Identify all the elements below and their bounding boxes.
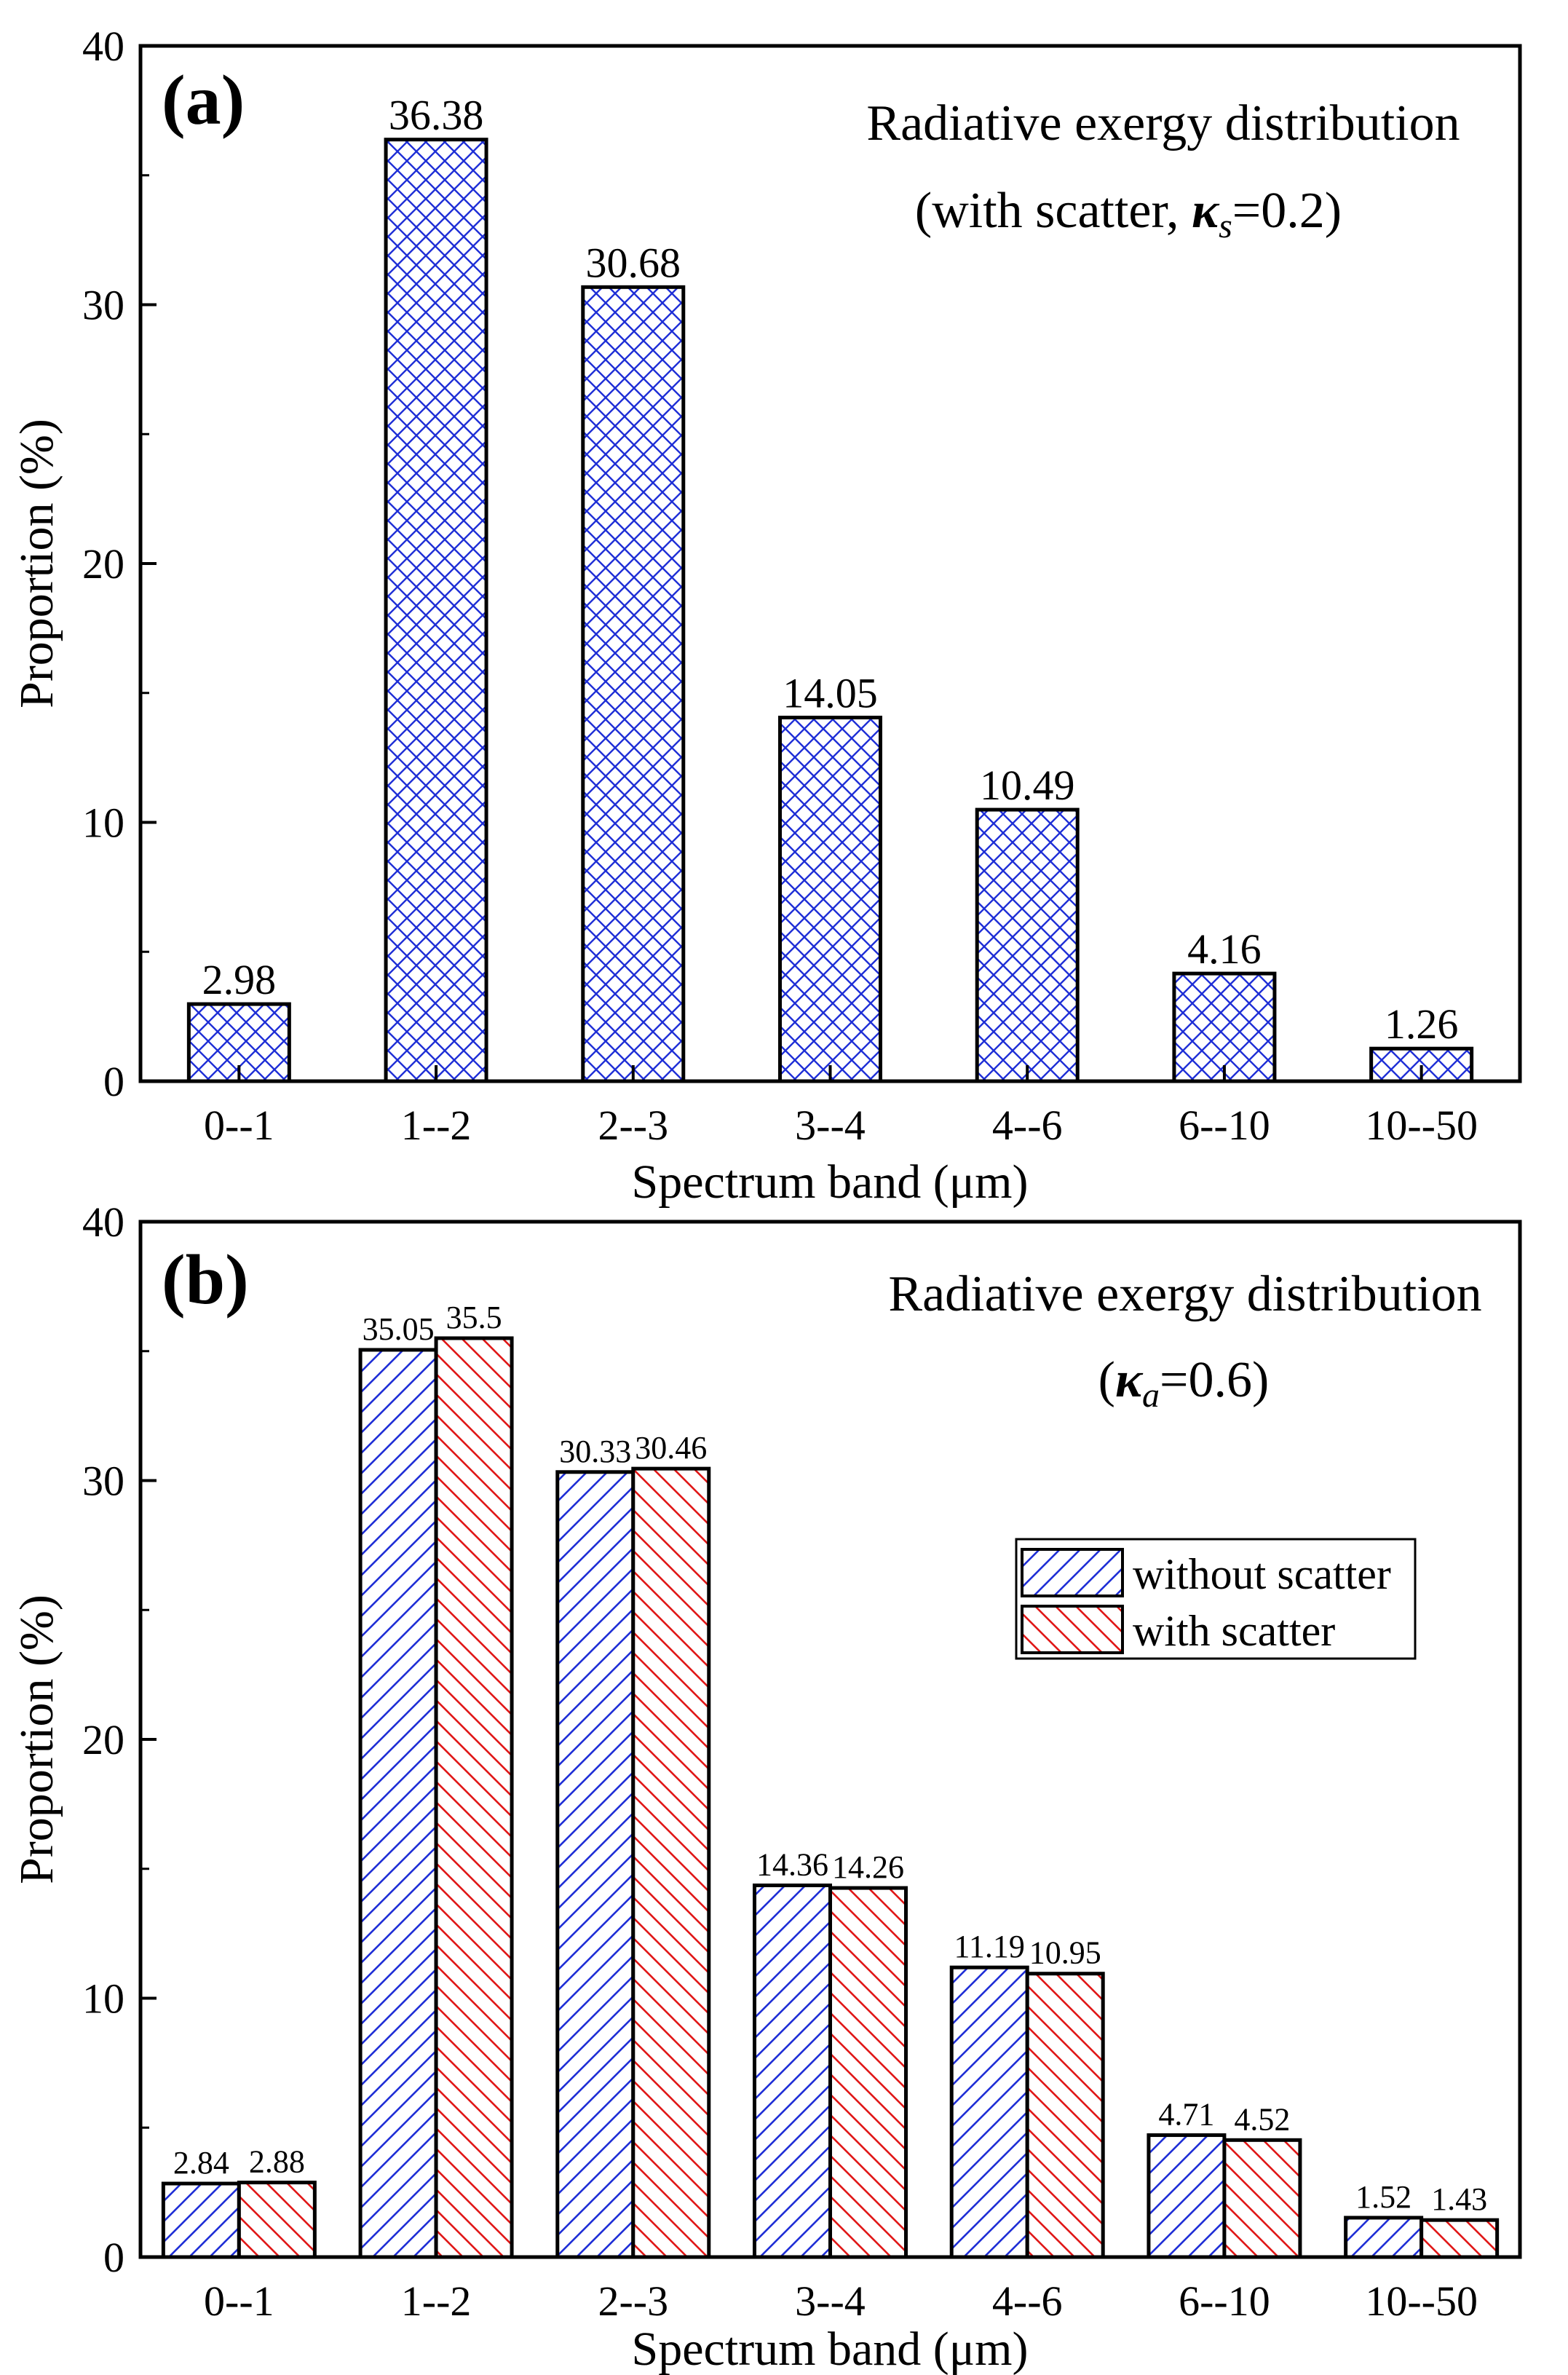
x-axis-ticks: 0--1 1--2 2--3 3--4 4--6 6--10 10--50 [204, 2241, 1478, 2325]
y-tick-label: 30 [82, 1458, 124, 1505]
x-tick-label: 4--6 [992, 1102, 1063, 1149]
bar-value-label: 30.46 [635, 1430, 707, 1466]
x-tick-label: 1--2 [401, 1102, 472, 1149]
bar [1172, 971, 1277, 1083]
y-axis-ticks: 0 10 20 30 40 [82, 23, 157, 1105]
chart-title-line1: Radiative exergy distribution [866, 95, 1460, 151]
bar-value-label: 30.33 [559, 1434, 631, 1469]
bar [161, 2181, 241, 2259]
y-axis-label: Proportion (%) [10, 1594, 63, 1884]
x-tick-label: 6--10 [1179, 2277, 1270, 2325]
legend-label-with-scatter: with scatter [1133, 1607, 1335, 1655]
bar-value-label: 4.16 [1187, 925, 1262, 973]
bar-value-label: 2.84 [173, 2145, 229, 2181]
bar-value-label: 30.68 [586, 239, 681, 286]
y-tick-label: 20 [82, 540, 124, 588]
x-tick-label: 0--1 [204, 2277, 274, 2325]
bar-value-label: 36.38 [389, 92, 484, 139]
bar [1222, 2138, 1302, 2259]
bar [1147, 2133, 1227, 2259]
panel-label: (a) [162, 61, 245, 140]
bar-value-label: 10.49 [980, 762, 1075, 809]
bar [555, 1470, 635, 2259]
y-axis-label: Proportion (%) [10, 419, 63, 708]
panel-label: (b) [162, 1241, 249, 1319]
x-tick-label: 6--10 [1179, 1102, 1270, 1149]
bar-value-label: 35.5 [446, 1300, 502, 1335]
x-axis-label: Spectrum band (μm) [632, 2323, 1029, 2375]
x-tick-label: 10--50 [1365, 2277, 1478, 2325]
bar [384, 138, 488, 1083]
x-tick-label: 10--50 [1365, 1102, 1478, 1149]
legend: without scatter with scatter [1015, 1538, 1417, 1660]
x-tick-label: 1--2 [401, 2277, 472, 2325]
bar [1419, 2218, 1500, 2259]
bar-value-label: 1.52 [1355, 2179, 1411, 2215]
bar [778, 716, 882, 1083]
y-tick-label: 40 [82, 23, 124, 70]
bar-value-label: 2.98 [202, 956, 277, 1003]
bar-value-label: 14.36 [756, 1847, 828, 1883]
bar-value-label: 4.71 [1158, 2097, 1214, 2133]
bar-value-label: 10.95 [1029, 1935, 1101, 1971]
chart-title-line1: Radiative exergy distribution [888, 1266, 1481, 1322]
bar-group [186, 138, 1474, 1083]
bar [581, 285, 686, 1083]
bar-value-label: 4.52 [1234, 2101, 1290, 2137]
bar-label-group: 2.84 2.88 35.05 35.5 30.33 30.46 14.36 14.26 11.… [173, 1300, 1487, 2217]
x-tick-label: 4--6 [992, 2277, 1063, 2325]
bar [1025, 1972, 1105, 2259]
y-tick-label: 20 [82, 1716, 124, 1763]
bar [631, 1466, 711, 2259]
x-tick-label: 0--1 [204, 1102, 274, 1149]
chart-panel-b: 2.84 2.88 35.05 35.5 30.33 30.46 14.36 14.26 11.… [10, 1198, 1522, 2375]
y-axis-ticks: 0 10 20 30 40 [82, 1198, 157, 2281]
x-tick-label: 2--3 [598, 2277, 668, 2325]
x-tick-label: 3--4 [795, 1102, 866, 1149]
chart-panel-a: 2.98 36.38 30.68 14.05 10.49 4.16 1.26 0 10 20 30… [10, 23, 1522, 1209]
bar-value-label: 35.05 [363, 1311, 435, 1347]
bar [237, 2181, 317, 2259]
y-tick-label: 0 [103, 2234, 124, 2281]
bar [949, 1965, 1029, 2259]
bar-value-label: 1.43 [1431, 2181, 1487, 2217]
bar-group [161, 1336, 1500, 2259]
bar [828, 1886, 908, 2259]
bar-label-group: 2.98 36.38 30.68 14.05 10.49 4.16 1.26 [202, 92, 1459, 1048]
y-tick-label: 40 [82, 1198, 124, 1246]
legend-swatch-with-scatter [1021, 1605, 1124, 1654]
chart-title-line2: (with scatter, κs=0.2) [915, 183, 1342, 245]
x-axis-label: Spectrum band (μm) [632, 1155, 1029, 1209]
x-axis-ticks: 0--1 1--2 2--3 3--4 4--6 6--10 10--50 [204, 1065, 1478, 1149]
bar-value-label: 14.05 [783, 670, 878, 717]
y-tick-label: 10 [82, 1975, 124, 2023]
bar-value-label: 2.88 [249, 2144, 305, 2180]
bar [358, 1348, 438, 2259]
y-tick-label: 30 [82, 282, 124, 329]
x-tick-label: 2--3 [598, 1102, 668, 1149]
bar [753, 1884, 832, 2259]
chart-title-line2: (κa=0.6) [1098, 1352, 1270, 1415]
x-tick-label: 3--4 [795, 2277, 866, 2325]
bar-value-label: 14.26 [832, 1849, 904, 1885]
y-tick-label: 0 [103, 1058, 124, 1105]
y-tick-label: 10 [82, 799, 124, 847]
legend-swatch-without-scatter [1021, 1548, 1124, 1597]
bar-value-label: 1.26 [1385, 1000, 1459, 1048]
bar [975, 807, 1080, 1083]
bar [434, 1336, 514, 2259]
bar-value-label: 11.19 [954, 1929, 1025, 1964]
legend-label-without-scatter: without scatter [1133, 1550, 1391, 1598]
bar [1344, 2216, 1424, 2259]
